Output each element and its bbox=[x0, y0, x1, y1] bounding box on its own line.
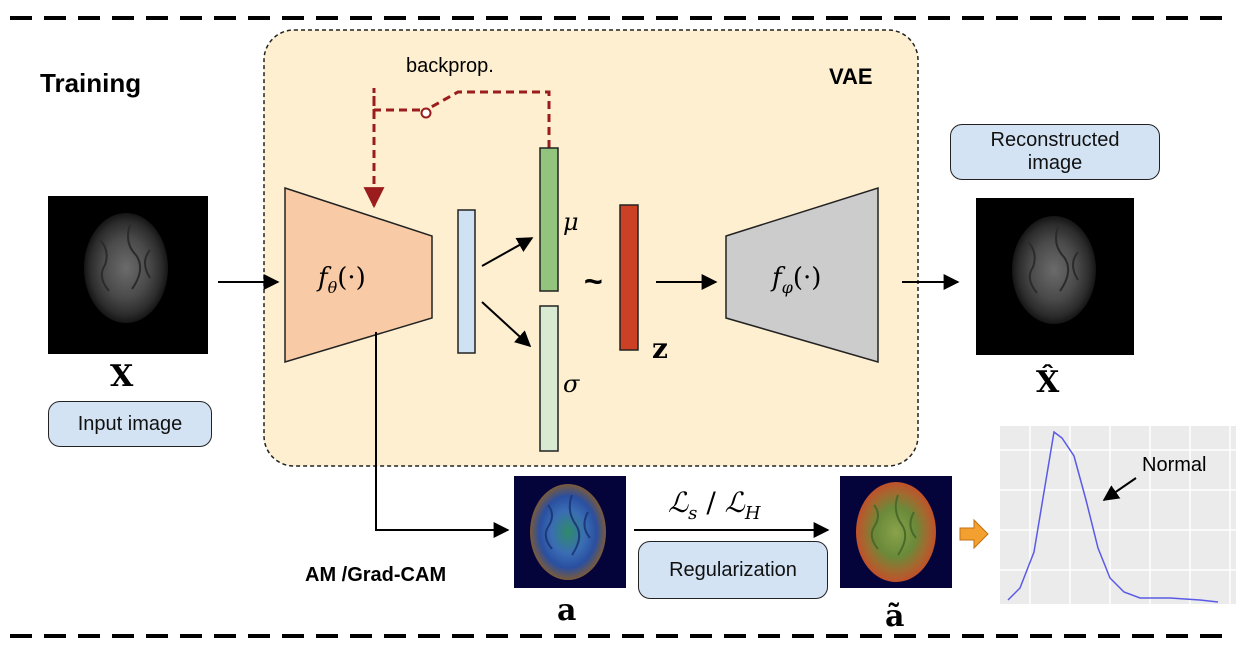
orange-arrow-icon bbox=[959, 518, 989, 550]
z-vector bbox=[619, 204, 639, 351]
to-sigma-arrow bbox=[481, 301, 532, 348]
loss-h-symbol: ℒ bbox=[725, 486, 746, 519]
regularized-brain-heatmap bbox=[856, 482, 936, 582]
hidden-vector bbox=[457, 209, 476, 354]
z-label: z bbox=[652, 332, 668, 365]
input-var-label: X bbox=[110, 359, 134, 394]
plot-gridlines bbox=[1000, 426, 1236, 604]
decoder-block bbox=[725, 186, 879, 363]
encoder-block bbox=[284, 186, 433, 364]
encoder-to-attention-arrow bbox=[375, 332, 510, 538]
encoder-label: fθ(·) bbox=[316, 263, 366, 297]
regularized-texture bbox=[870, 494, 917, 556]
attention-brain-heatmap bbox=[530, 484, 606, 580]
distribution-plot: Normal bbox=[1000, 426, 1236, 604]
output-var-label: X̂ bbox=[1036, 365, 1060, 400]
loss-s-subscript: s bbox=[688, 503, 697, 524]
attention-method-label: AM /Grad-CAM bbox=[305, 564, 447, 586]
input-image-caption: Input image bbox=[48, 401, 212, 447]
input-brain-fold bbox=[99, 224, 151, 292]
attention-var-label: a bbox=[557, 593, 576, 628]
vae-container bbox=[263, 29, 919, 467]
loss-s-symbol: ℒ bbox=[668, 486, 689, 519]
plot-background bbox=[1000, 426, 1236, 604]
vae-label: VAE bbox=[829, 64, 873, 89]
decoder-label: fφ(·) bbox=[770, 263, 821, 297]
mu-label: μ bbox=[563, 208, 579, 236]
regularization-caption: Regularization bbox=[638, 541, 828, 599]
sigma-label: σ bbox=[563, 370, 580, 398]
normal-annotation: Normal bbox=[1142, 454, 1206, 476]
input-brain-scan bbox=[84, 213, 168, 323]
sigma-vector bbox=[539, 305, 559, 452]
distribution-curve bbox=[1007, 430, 1219, 603]
mu-vector bbox=[539, 147, 559, 292]
reconstructed-brain-fold bbox=[1027, 226, 1079, 294]
section-title: Training bbox=[40, 68, 142, 98]
normal-annotation-arrow bbox=[1102, 477, 1137, 501]
backprop-label: backprop. bbox=[406, 55, 494, 77]
sampling-tilde: ~ bbox=[584, 263, 603, 299]
backprop-switch bbox=[420, 107, 432, 119]
reconstructed-image-caption: Reconstructed image bbox=[950, 124, 1160, 180]
backprop-arrow bbox=[374, 88, 551, 206]
loss-h-subscript: H bbox=[744, 503, 761, 524]
loss-label: ℒs / ℒH bbox=[668, 486, 761, 524]
reconstructed-brain-scan bbox=[1012, 216, 1096, 324]
to-mu-arrow bbox=[481, 237, 534, 267]
regularized-var-label: ã bbox=[885, 599, 904, 634]
attention-texture bbox=[544, 494, 591, 556]
